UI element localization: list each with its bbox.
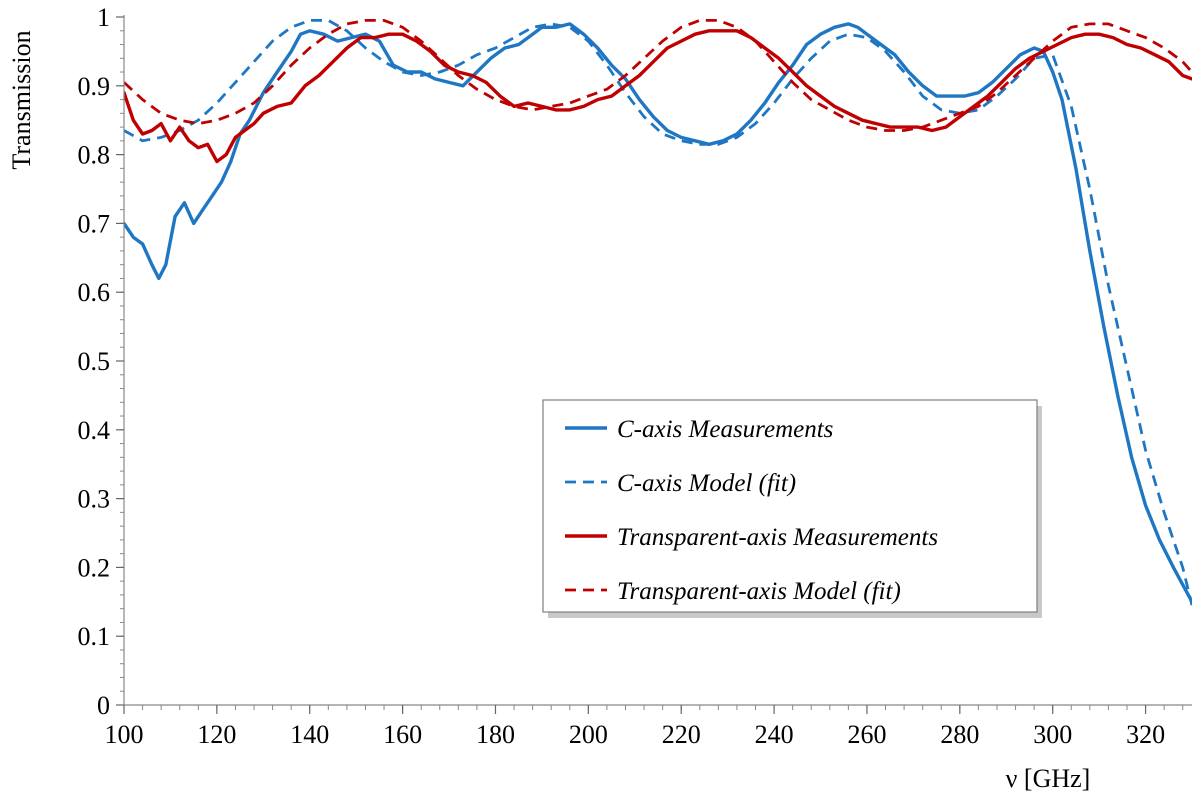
y-tick-label: 0.2 bbox=[78, 553, 111, 582]
legend-label-4: Transparent-axis Model (fit) bbox=[617, 578, 901, 605]
legend-label-3: Transparent-axis Measurements bbox=[617, 524, 938, 551]
y-tick-label: 0.8 bbox=[78, 141, 111, 170]
series-layer bbox=[124, 18, 1192, 606]
plot-area bbox=[124, 18, 1192, 606]
x-tick-label: 300 bbox=[1033, 720, 1072, 749]
legend: C-axis Measurements C-axis Model (fit) Tra… bbox=[542, 399, 1042, 618]
legend-items: C-axis Measurements C-axis Model (fit) Tra… bbox=[565, 416, 938, 605]
x-tick-label: 320 bbox=[1126, 720, 1165, 749]
y-tick-label: 0.6 bbox=[78, 278, 111, 307]
y-tick-label: 0.9 bbox=[78, 72, 111, 101]
x-tick-label: 220 bbox=[662, 720, 701, 749]
legend-box bbox=[542, 399, 1038, 613]
x-tick-label: 180 bbox=[476, 720, 515, 749]
series-line-4 bbox=[124, 18, 1192, 132]
x-tick-label: 160 bbox=[383, 720, 422, 749]
y-axis-title: Transmission bbox=[7, 30, 36, 169]
x-axis-title: ν [GHz] bbox=[1006, 764, 1091, 793]
y-tick-label: 0.7 bbox=[78, 209, 111, 238]
series-line-3 bbox=[124, 29, 1192, 164]
y-tick-label: 0.3 bbox=[78, 485, 111, 514]
x-tick-label: 280 bbox=[940, 720, 979, 749]
tick-labels: 0 0.1 0.2 0.3 0.4 0.5 0.6 0.7 0.8 0.9 1 100 120 140 16… bbox=[78, 3, 1166, 749]
y-tick-label: 0 bbox=[97, 691, 110, 720]
x-tick-label: 140 bbox=[290, 720, 329, 749]
x-tick-label: 120 bbox=[197, 720, 236, 749]
series-line-1 bbox=[124, 22, 1192, 604]
axes bbox=[116, 15, 1192, 714]
legend-label-1: C-axis Measurements bbox=[617, 416, 833, 443]
x-tick-label: 240 bbox=[755, 720, 794, 749]
x-tick-label: 260 bbox=[847, 720, 886, 749]
series-line-2 bbox=[124, 18, 1192, 606]
x-tick-label: 100 bbox=[105, 720, 144, 749]
y-tick-label: 0.5 bbox=[78, 347, 111, 376]
y-tick-label: 1 bbox=[97, 3, 110, 32]
legend-label-2: C-axis Model (fit) bbox=[617, 470, 796, 497]
x-tick-label: 200 bbox=[569, 720, 608, 749]
y-tick-label: 0.1 bbox=[78, 622, 111, 651]
y-tick-label: 0.4 bbox=[78, 416, 111, 445]
